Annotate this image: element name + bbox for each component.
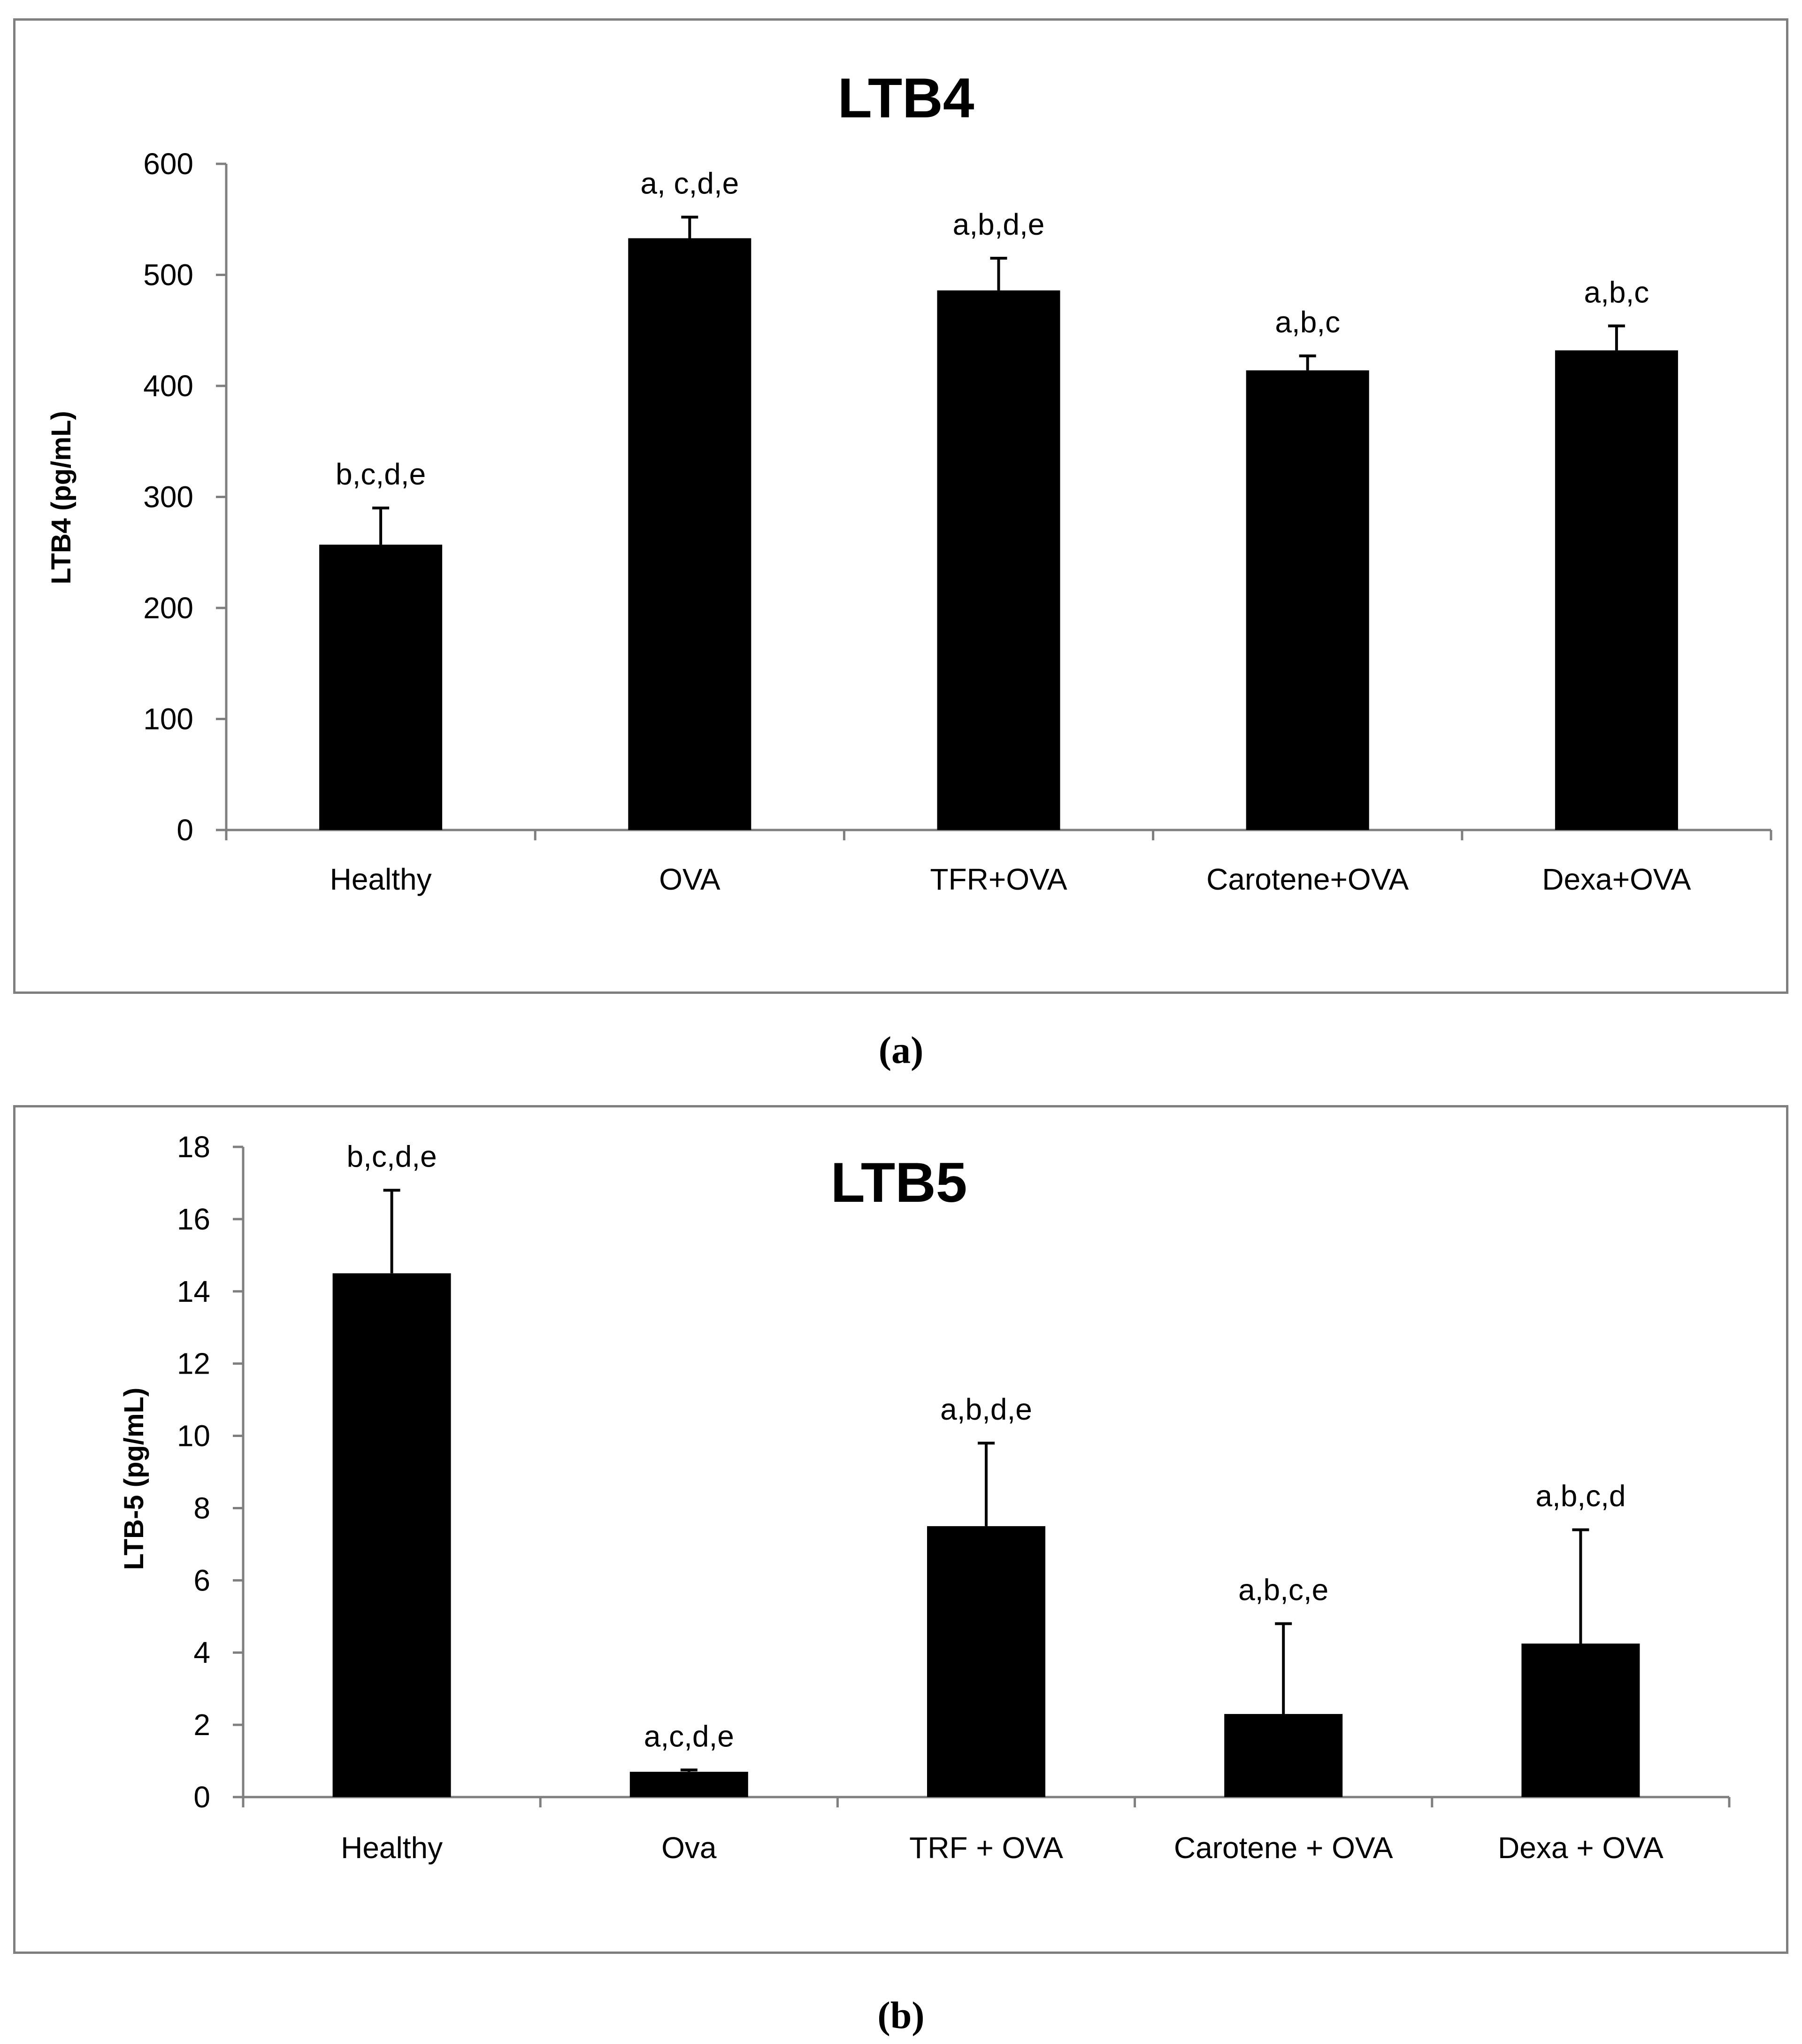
- y-tick-label: 500: [143, 258, 193, 292]
- y-tick-label: 600: [143, 147, 193, 181]
- category-label: Dexa+OVA: [1542, 862, 1691, 896]
- significance-label: a,b,c: [1275, 305, 1340, 339]
- significance-label: a,b,c,e: [1238, 1573, 1328, 1607]
- y-tick-label: 4: [193, 1636, 210, 1669]
- y-axis-label: LTB4 (pg/mL): [46, 411, 77, 584]
- bar-1: [628, 238, 751, 830]
- y-tick-label: 100: [143, 702, 193, 736]
- bar-0: [332, 1273, 451, 1797]
- y-axis-label: LTB-5 (pg/mL): [119, 1388, 149, 1570]
- bar-4: [1521, 1643, 1640, 1797]
- significance-label: a, c,d,e: [640, 167, 739, 200]
- category-label: TRF + OVA: [909, 1831, 1063, 1865]
- y-tick-label: 2: [193, 1708, 210, 1742]
- bar-1: [629, 1772, 748, 1797]
- caption-b: (b): [877, 1994, 925, 2036]
- bar-2: [927, 1526, 1045, 1797]
- bar-4: [1555, 350, 1678, 830]
- category-label: Healthy: [341, 1831, 443, 1865]
- y-tick-label: 200: [143, 591, 193, 625]
- chart-title: LTB4: [837, 67, 974, 130]
- y-tick-label: 300: [143, 480, 193, 514]
- y-tick-label: 400: [143, 369, 193, 403]
- bar-3: [1224, 1714, 1343, 1797]
- category-label: Carotene + OVA: [1174, 1831, 1393, 1865]
- y-tick-label: 14: [177, 1275, 210, 1308]
- y-tick-label: 18: [177, 1130, 210, 1164]
- y-tick-label: 8: [193, 1491, 210, 1525]
- significance-label: a,c,d,e: [644, 1719, 734, 1753]
- category-label: Carotene+OVA: [1206, 862, 1409, 896]
- y-tick-label: 12: [177, 1347, 210, 1381]
- significance-label: a,b,c: [1584, 275, 1649, 309]
- y-tick-label: 6: [193, 1563, 210, 1597]
- y-tick-label: 0: [193, 1780, 210, 1814]
- bar-2: [937, 290, 1060, 830]
- y-tick-label: 10: [177, 1419, 210, 1453]
- chart-panel-ltb4: [13, 18, 1788, 994]
- significance-label: a,b,c,d: [1535, 1479, 1626, 1513]
- bar-0: [319, 545, 443, 830]
- bar-3: [1246, 370, 1369, 830]
- category-label: Dexa + OVA: [1498, 1831, 1664, 1865]
- caption-a: (a): [878, 1029, 924, 1071]
- chart-title: LTB5: [830, 1151, 967, 1214]
- y-tick-label: 16: [177, 1202, 210, 1236]
- significance-label: b,c,d,e: [336, 457, 426, 491]
- category-label: Healthy: [330, 862, 432, 896]
- category-label: Ova: [661, 1831, 717, 1865]
- significance-label: b,c,d,e: [347, 1139, 437, 1173]
- category-label: TFR+OVA: [930, 862, 1067, 896]
- category-label: OVA: [659, 862, 721, 896]
- chart-panel-ltb5: [13, 1105, 1788, 1954]
- y-tick-label: 0: [176, 813, 193, 847]
- significance-label: a,b,d,e: [953, 207, 1045, 241]
- significance-label: a,b,d,e: [940, 1392, 1032, 1426]
